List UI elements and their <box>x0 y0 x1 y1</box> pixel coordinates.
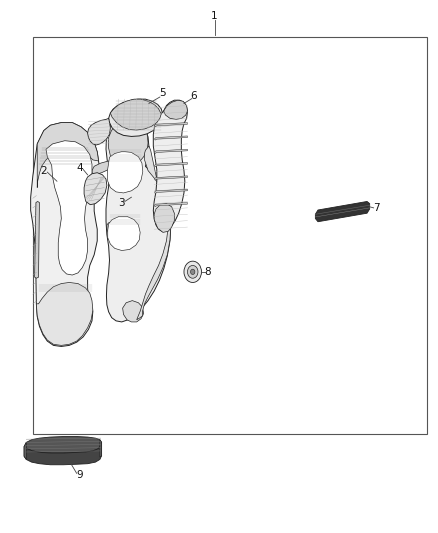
Polygon shape <box>24 437 102 453</box>
Polygon shape <box>155 176 187 180</box>
Polygon shape <box>106 119 171 322</box>
Polygon shape <box>155 203 187 207</box>
Polygon shape <box>155 136 187 140</box>
Circle shape <box>184 261 201 282</box>
Polygon shape <box>164 100 187 119</box>
Polygon shape <box>84 173 107 205</box>
Circle shape <box>191 269 195 274</box>
Text: 7: 7 <box>373 203 380 213</box>
Polygon shape <box>107 151 143 193</box>
Polygon shape <box>92 161 110 175</box>
Polygon shape <box>315 201 370 222</box>
Polygon shape <box>110 99 161 130</box>
Bar <box>33 37 427 434</box>
Polygon shape <box>31 123 100 346</box>
Polygon shape <box>109 123 148 165</box>
Polygon shape <box>24 442 102 465</box>
Polygon shape <box>155 149 187 154</box>
Polygon shape <box>123 301 144 322</box>
Polygon shape <box>155 189 187 193</box>
Polygon shape <box>35 201 39 278</box>
Text: 8: 8 <box>204 267 211 277</box>
Text: 5: 5 <box>159 88 166 98</box>
Polygon shape <box>37 123 99 188</box>
Polygon shape <box>155 123 187 127</box>
Text: 9: 9 <box>76 471 83 480</box>
Polygon shape <box>153 100 187 231</box>
Circle shape <box>187 265 198 278</box>
Polygon shape <box>108 216 140 251</box>
Text: 3: 3 <box>118 198 125 207</box>
Text: 1: 1 <box>211 11 218 21</box>
Polygon shape <box>24 442 26 459</box>
Polygon shape <box>100 440 102 457</box>
Polygon shape <box>109 99 163 136</box>
Text: 2: 2 <box>40 166 47 175</box>
Polygon shape <box>46 141 92 275</box>
Polygon shape <box>137 146 171 320</box>
Polygon shape <box>88 118 110 145</box>
Polygon shape <box>155 163 187 167</box>
Polygon shape <box>154 204 174 232</box>
Polygon shape <box>36 282 93 345</box>
Polygon shape <box>107 222 127 236</box>
Text: 6: 6 <box>190 91 197 101</box>
Text: 4: 4 <box>77 163 84 173</box>
